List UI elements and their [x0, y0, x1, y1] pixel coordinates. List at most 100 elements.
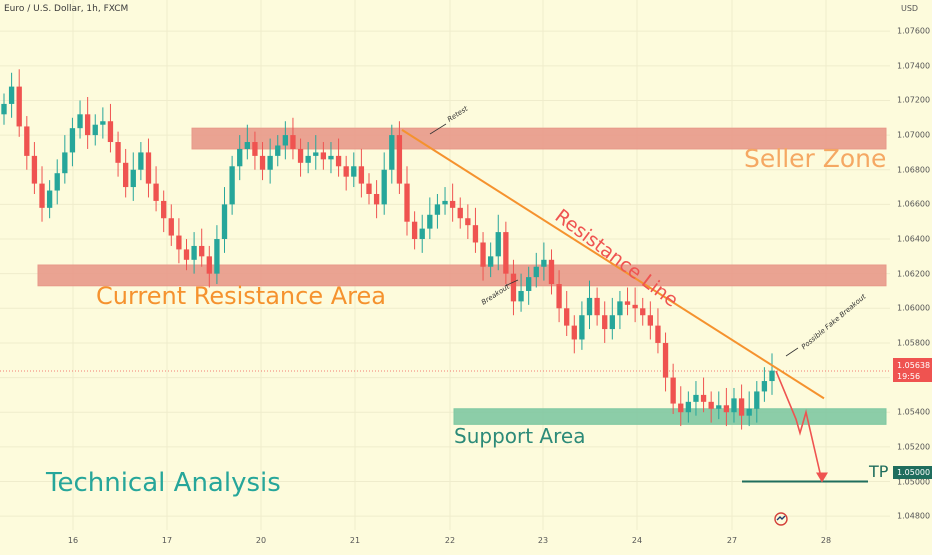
candle-body: [647, 315, 653, 326]
candle-body: [662, 342, 669, 378]
candle-body: [84, 114, 91, 136]
candle-body: [396, 135, 403, 184]
candle-body: [465, 218, 471, 226]
candle-body: [305, 155, 311, 163]
candle-body: [738, 398, 745, 416]
projection-path: [775, 370, 823, 482]
candle-body: [381, 169, 387, 205]
candle-body: [472, 225, 479, 243]
y-tick-label: 1.07400: [897, 61, 931, 71]
y-tick-label: 1.05400: [897, 407, 931, 417]
tp-price-tag: 1.05000: [893, 466, 932, 479]
candle-body: [655, 325, 661, 343]
candle-body: [100, 121, 106, 125]
candle-body: [282, 135, 289, 146]
y-tick-label: 1.06000: [897, 303, 931, 313]
candle-body: [244, 142, 250, 149]
candle-body: [769, 370, 775, 382]
candle-body: [366, 183, 372, 194]
candle-body: [640, 308, 646, 316]
technical-analysis-label: Technical Analysis: [46, 468, 281, 498]
candle-body: [24, 126, 30, 156]
candle-body: [571, 325, 577, 340]
candle-body: [487, 256, 494, 267]
candle-body: [138, 152, 144, 170]
candle-body: [176, 235, 182, 250]
candle-body: [335, 155, 342, 167]
y-tick-label: 1.04800: [897, 511, 931, 521]
support-area-label: Support Area: [454, 424, 586, 448]
zone-rect: [37, 264, 887, 287]
y-tick-label: 1.05200: [897, 442, 931, 452]
candle-body: [678, 403, 684, 413]
candle-body: [746, 408, 752, 416]
resistance-trend-line: [401, 129, 825, 400]
overlay-lines: [401, 123, 868, 483]
x-tick-label: 22: [444, 536, 456, 545]
candle-body: [510, 273, 517, 302]
zones: [37, 127, 887, 425]
candle-body: [617, 301, 623, 316]
x-tick-label: 24: [631, 536, 643, 545]
candle-body: [548, 259, 555, 285]
candle-body: [62, 152, 68, 174]
candle-body: [716, 405, 722, 409]
bar-countdown: 19:56: [897, 372, 921, 381]
candle-body: [214, 239, 220, 274]
candle-body: [518, 290, 524, 302]
y-tick-label: 1.06400: [897, 234, 931, 244]
y-tick-label: 1.06200: [897, 269, 931, 279]
candle-body: [602, 315, 608, 330]
candle-body: [313, 152, 319, 156]
candle-body: [229, 166, 235, 205]
candle-body: [526, 277, 532, 291]
retest-arrow: [429, 123, 447, 135]
candle-body: [77, 114, 83, 129]
candle-body: [161, 200, 167, 219]
projection-arrowhead: [816, 472, 828, 483]
breakout-arrow: [504, 279, 519, 287]
zone-rect: [191, 127, 887, 150]
candle-body: [457, 207, 463, 219]
last-price: 1.05638: [897, 361, 931, 370]
candle-body: [297, 148, 304, 163]
candle-body: [419, 228, 425, 240]
chart-title: Euro / U.S. Dollar, 1h, FXCM: [4, 4, 129, 14]
candle-body: [693, 394, 699, 402]
candle-body: [754, 391, 760, 409]
candle-body: [449, 200, 456, 208]
x-tick-label: 21: [349, 536, 361, 545]
candle-body: [168, 218, 174, 236]
candle-body: [69, 128, 76, 153]
x-tick-label: 17: [161, 536, 173, 545]
candle-body: [16, 86, 22, 127]
tp-label: TP: [869, 462, 889, 481]
candle-body: [632, 304, 638, 309]
candle-body: [579, 315, 585, 340]
candle-body: [237, 148, 243, 167]
y-tick-label: 1.07200: [897, 95, 931, 105]
candle-body: [480, 242, 486, 267]
candle-body: [442, 200, 448, 205]
candle-body: [411, 221, 418, 240]
candle-body: [351, 166, 357, 177]
candle-body: [252, 142, 258, 156]
candle-body: [723, 405, 730, 413]
candle-body: [708, 401, 714, 409]
candle-body: [670, 377, 676, 404]
seller-zone-label: Seller Zone: [744, 144, 887, 173]
fake-breakout-arrow: [785, 347, 799, 357]
candle-body: [586, 297, 593, 316]
candle-body: [358, 166, 365, 184]
candle-body: [389, 135, 395, 170]
candle-body: [343, 166, 349, 177]
y-tick-label: 1.06600: [897, 199, 931, 209]
candle-body: [199, 245, 205, 257]
candle-body: [191, 245, 197, 260]
candle-body: [31, 155, 38, 184]
candle-body: [685, 401, 692, 413]
candle-body: [541, 259, 547, 267]
x-tick-label: 27: [726, 536, 738, 545]
